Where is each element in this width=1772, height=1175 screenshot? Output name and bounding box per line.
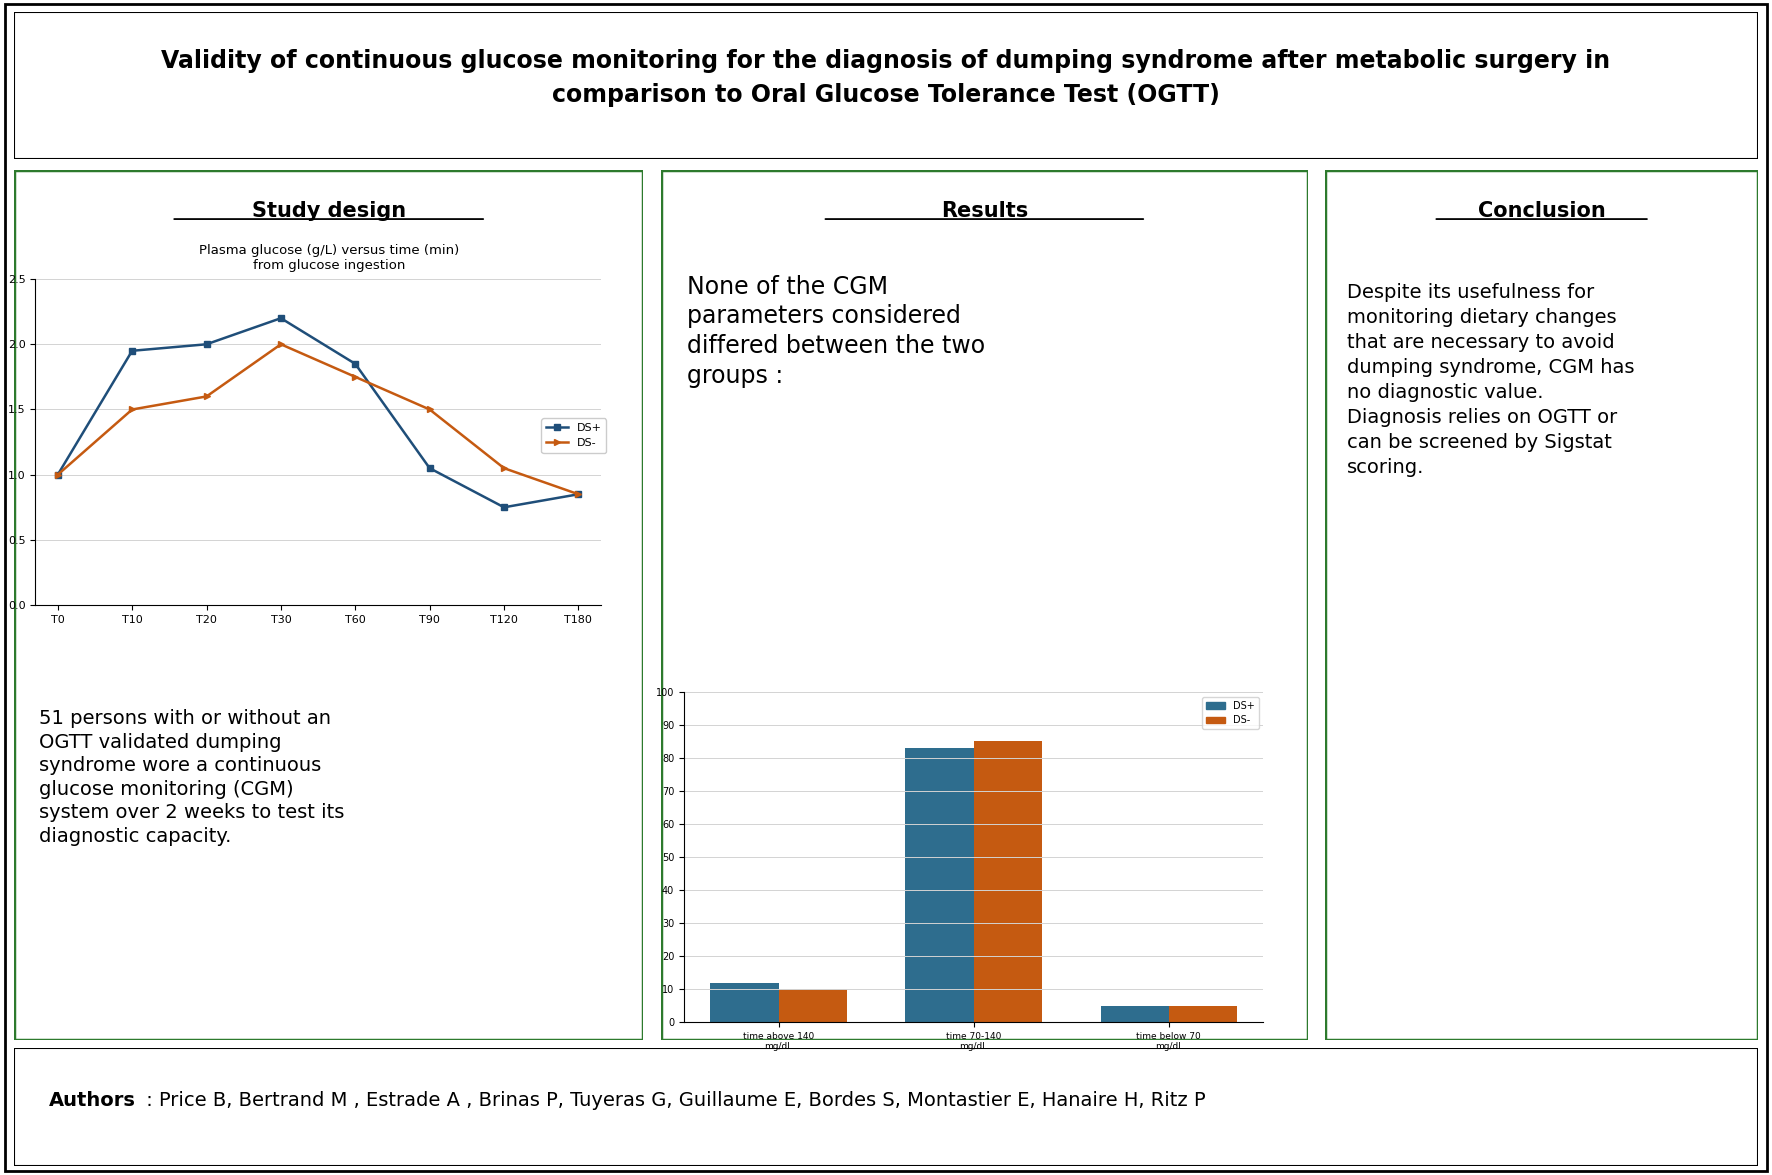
Text: Results: Results — [941, 201, 1028, 221]
DS+ — [48, 468, 69, 482]
Bar — [975, 741, 1042, 1022]
DS- — [48, 468, 69, 482]
DS+ — [567, 488, 588, 502]
Legend: DS+, DS-: DS+, DS- — [542, 418, 606, 452]
Legend: DS+, DS-: DS+, DS- — [1201, 697, 1258, 730]
DS- — [493, 461, 514, 475]
Bar — [778, 989, 847, 1022]
Text: Despite its usefulness for
monitoring dietary changes
that are necessary to avoi: Despite its usefulness for monitoring di… — [1347, 283, 1634, 477]
Bar — [711, 982, 778, 1022]
DS+ — [418, 461, 439, 475]
DS- — [418, 402, 439, 416]
DS+ — [197, 337, 218, 351]
DS- — [271, 337, 292, 351]
FancyBboxPatch shape — [14, 12, 1758, 159]
DS+ — [271, 311, 292, 325]
FancyBboxPatch shape — [14, 1048, 1758, 1166]
Bar — [1170, 1006, 1237, 1022]
DS+ — [493, 501, 514, 515]
FancyBboxPatch shape — [661, 170, 1308, 1040]
Line: DS+: DS+ — [55, 315, 581, 511]
Text: : Price B, Bertrand M , Estrade A , Brinas P, Tuyeras G, Guillaume E, Bordes S, : : Price B, Bertrand M , Estrade A , Brin… — [140, 1092, 1205, 1110]
FancyBboxPatch shape — [1325, 170, 1758, 1040]
Text: Plasma glucose (g/L) versus time (min)
from glucose ingestion: Plasma glucose (g/L) versus time (min) f… — [198, 244, 459, 273]
Text: Validity of continuous glucose monitoring for the diagnosis of dumping syndrome : Validity of continuous glucose monitorin… — [161, 49, 1611, 107]
Text: Conclusion: Conclusion — [1478, 201, 1605, 221]
Text: Authors: Authors — [50, 1092, 136, 1110]
Text: Study design: Study design — [252, 201, 406, 221]
DS- — [344, 370, 365, 384]
DS- — [197, 389, 218, 403]
DS- — [567, 488, 588, 502]
Line: DS-: DS- — [55, 341, 581, 498]
DS+ — [122, 344, 144, 358]
Text: None of the CGM
parameters considered
differed between the two
groups :: None of the CGM parameters considered di… — [688, 275, 985, 388]
FancyBboxPatch shape — [14, 170, 643, 1040]
Text: 51 persons with or without an
OGTT validated dumping
syndrome wore a continuous
: 51 persons with or without an OGTT valid… — [39, 710, 346, 846]
DS- — [122, 402, 144, 416]
DS+ — [344, 357, 365, 371]
Bar — [1100, 1006, 1170, 1022]
Bar — [905, 748, 975, 1022]
